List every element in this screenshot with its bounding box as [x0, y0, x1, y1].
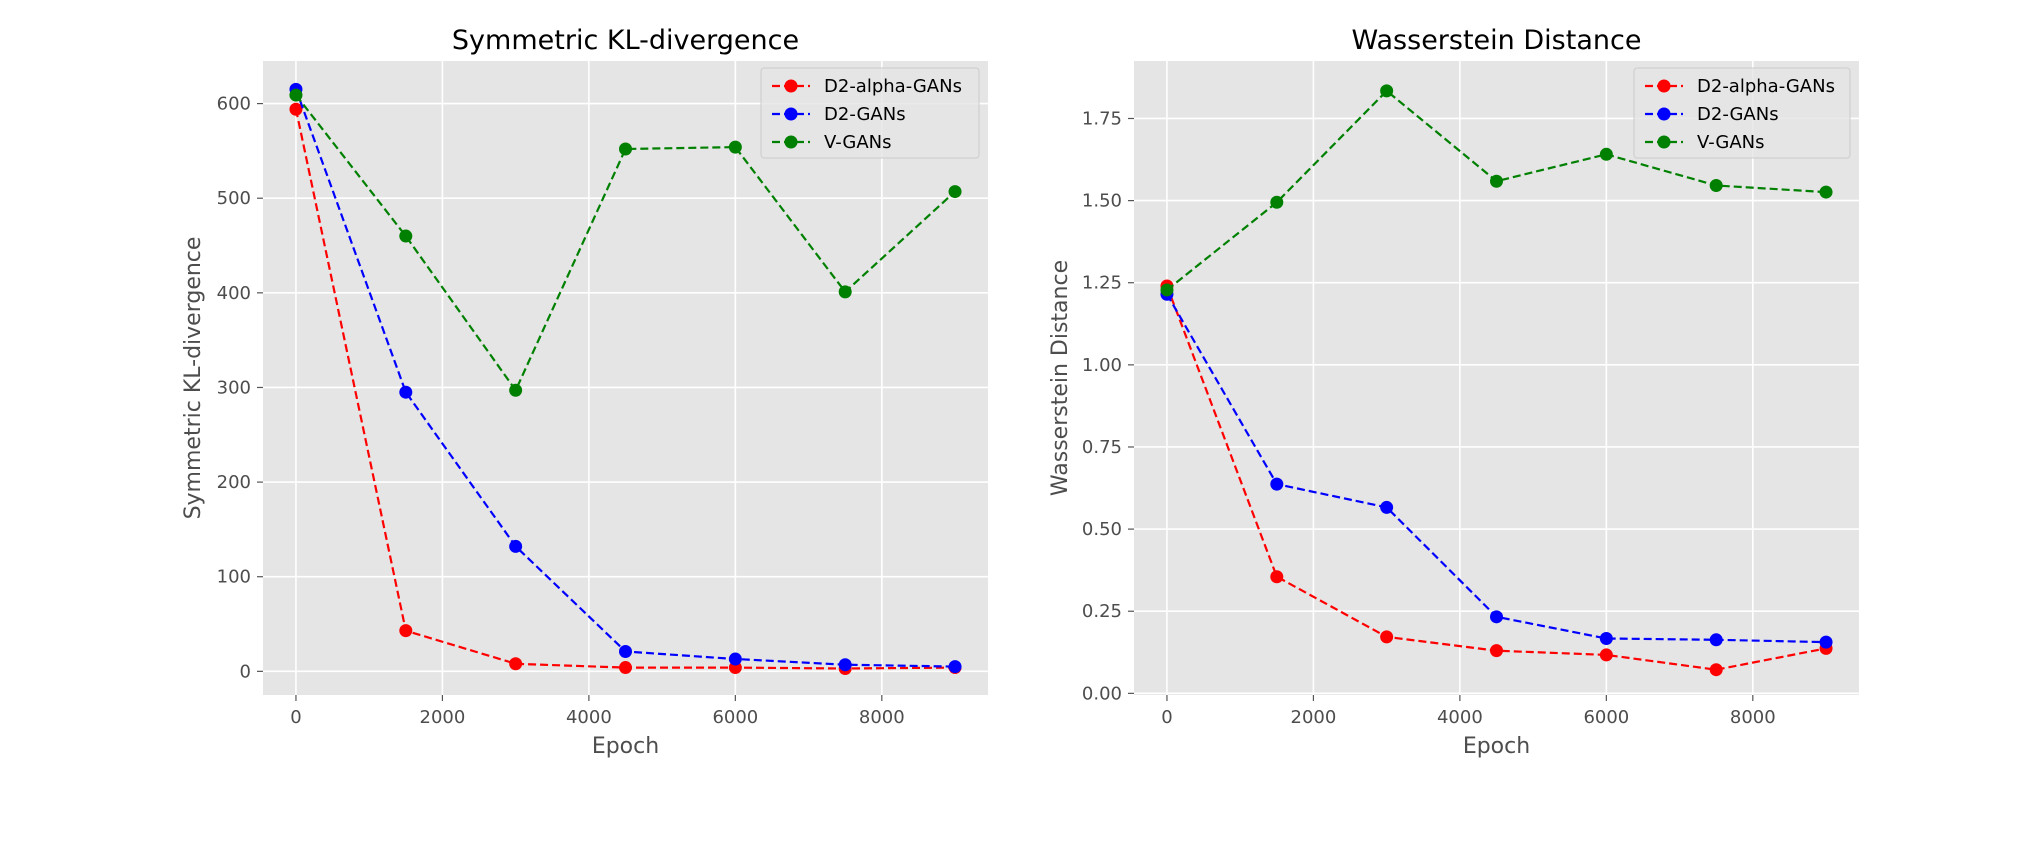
grid-lines	[1134, 61, 1859, 695]
data-point	[1490, 610, 1503, 624]
x-tick-label: 6000	[1583, 707, 1629, 728]
x-tick-label: 2000	[1291, 707, 1337, 728]
chart-symmetric-kl: 0 2000 4000 6000 8000 0 100 200 300 400 500 600 Sym…	[181, 25, 988, 759]
y-tick-label: 600	[217, 94, 251, 115]
y-tick-label: 1.25	[1082, 273, 1122, 294]
data-point	[1380, 630, 1394, 644]
data-point	[838, 285, 852, 299]
tick-labels: 0 2000 4000 6000 8000 0 100 200 300 400 500 600	[217, 94, 905, 728]
data-point	[1709, 663, 1723, 677]
legend-box	[760, 67, 980, 159]
series-layer	[289, 82, 962, 676]
legend-marker	[1657, 107, 1671, 121]
legend-marker	[784, 135, 798, 149]
data-point	[1160, 283, 1174, 297]
legend: D2-alpha-GANs D2-GANs V-GANs	[760, 67, 980, 159]
x-tick-label: 8000	[1730, 707, 1776, 728]
data-point	[1819, 185, 1833, 199]
y-tick-label: 0.25	[1082, 601, 1122, 622]
data-point	[619, 142, 632, 156]
data-point	[1490, 644, 1503, 658]
x-tick-label: 0	[1161, 707, 1172, 728]
data-point	[948, 185, 962, 199]
data-point	[1599, 648, 1613, 662]
legend-label: D2-alpha-GANs	[824, 76, 962, 97]
data-point	[838, 658, 852, 672]
x-tick-label: 8000	[859, 707, 905, 728]
data-point	[728, 140, 742, 154]
plot-area	[263, 61, 988, 695]
y-tick-label: 1.75	[1082, 108, 1122, 129]
data-point	[509, 539, 523, 553]
x-tick-label: 4000	[1437, 707, 1483, 728]
legend-label: V-GANs	[824, 132, 892, 153]
data-point	[509, 383, 523, 397]
chart-wasserstein: 0 2000 4000 6000 8000 0.00 0.25 0.50 0.75 1.00 1.2…	[1048, 25, 1859, 759]
x-axis-label: Epoch	[592, 734, 659, 759]
x-tick-label: 4000	[566, 707, 612, 728]
data-point	[1490, 174, 1503, 188]
y-tick-label: 0	[240, 661, 251, 682]
legend: D2-alpha-GANs D2-GANs V-GANs	[1633, 67, 1851, 159]
legend-marker	[1657, 135, 1671, 149]
legend-marker	[1657, 79, 1671, 93]
y-tick-label: 0.00	[1082, 683, 1122, 704]
x-axis-label: Epoch	[1463, 734, 1530, 759]
data-point	[509, 657, 523, 671]
data-point	[1599, 631, 1613, 645]
data-point	[399, 624, 413, 638]
y-tick-label: 1.00	[1082, 355, 1122, 376]
y-tick-label: 0.50	[1082, 519, 1122, 540]
data-point	[728, 652, 742, 666]
x-tick-label: 0	[290, 707, 301, 728]
y-tick-label: 400	[217, 283, 251, 304]
x-tick-label: 2000	[420, 707, 466, 728]
legend-marker	[784, 107, 798, 121]
legend-marker	[784, 79, 798, 93]
data-point	[1270, 570, 1284, 584]
data-point	[1709, 179, 1723, 193]
data-point	[619, 661, 632, 675]
y-axis-label: Wasserstein Distance	[1048, 260, 1073, 496]
y-tick-label: 500	[217, 188, 251, 209]
y-tick-label: 0.75	[1082, 437, 1122, 458]
x-tick-label: 6000	[712, 707, 758, 728]
series-V-GANs	[289, 88, 962, 397]
legend-label: D2-alpha-GANs	[1697, 76, 1835, 97]
y-axis-label: Symmetric KL-divergence	[181, 237, 206, 520]
grid-lines	[263, 61, 988, 695]
series-V-GANs	[1160, 84, 1833, 297]
data-point	[1380, 84, 1394, 98]
data-point	[1819, 635, 1833, 649]
data-point	[1270, 477, 1284, 491]
data-point	[399, 229, 413, 243]
data-point	[1380, 500, 1394, 514]
chart-title: Wasserstein Distance	[1352, 25, 1642, 56]
data-point	[1599, 147, 1613, 161]
data-point	[1270, 195, 1284, 209]
legend-label: D2-GANs	[1697, 104, 1779, 125]
tick-labels: 0 2000 4000 6000 8000 0.00 0.25 0.50 0.75 1.00 1.2…	[1082, 108, 1776, 728]
chart-title: Symmetric KL-divergence	[452, 25, 799, 56]
data-point	[399, 385, 413, 399]
y-tick-label: 300	[217, 377, 251, 398]
legend-label: D2-GANs	[824, 104, 906, 125]
y-tick-label: 200	[217, 472, 251, 493]
data-point	[289, 102, 303, 116]
data-point	[948, 660, 962, 674]
legend-label: V-GANs	[1697, 132, 1765, 153]
legend-box	[1633, 67, 1851, 159]
y-tick-label: 1.50	[1082, 191, 1122, 212]
y-tick-label: 100	[217, 567, 251, 588]
data-point	[1709, 633, 1723, 647]
plot-area	[1134, 61, 1859, 695]
data-point	[289, 88, 303, 102]
data-point	[619, 644, 632, 658]
series-layer	[1160, 84, 1833, 677]
